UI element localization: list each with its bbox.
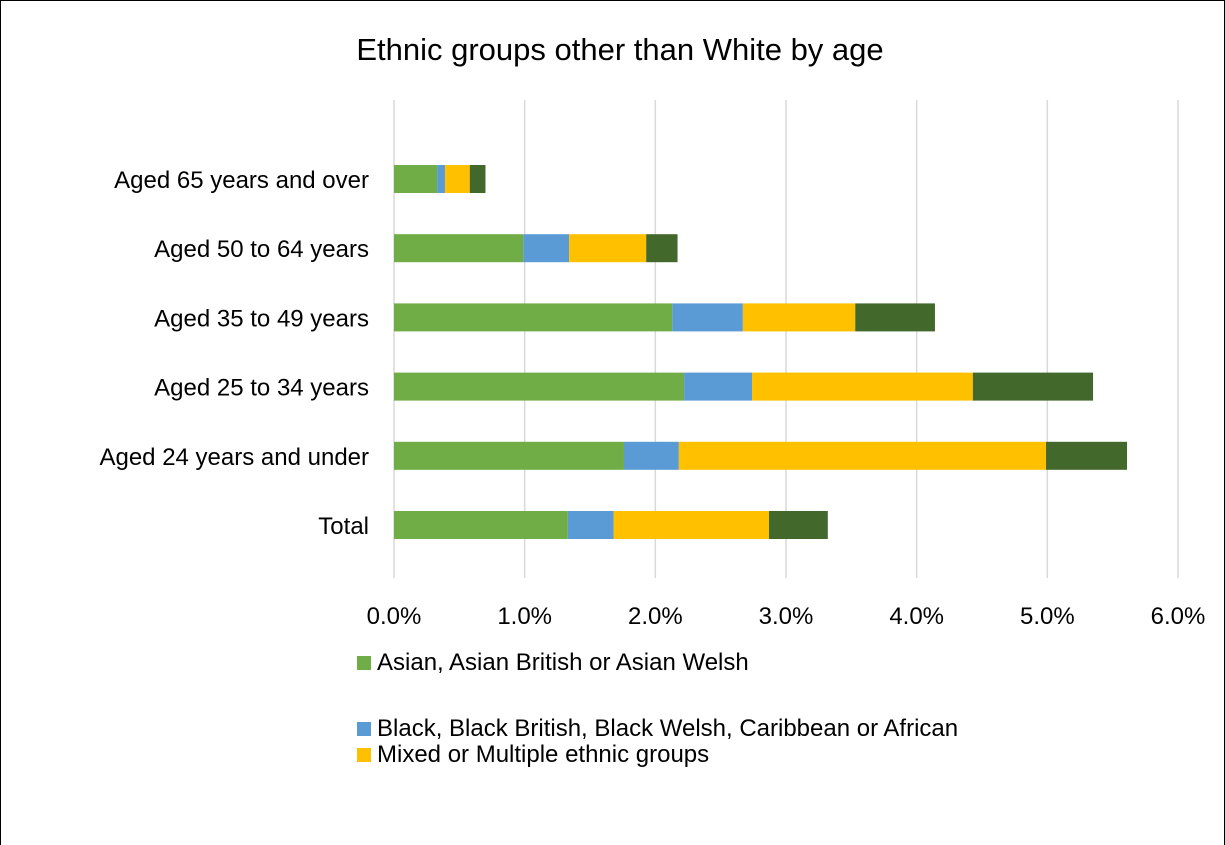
bar-segment [623,441,679,470]
legend-swatch [357,722,371,736]
x-tick-label: 0.0% [367,603,422,630]
bar-segment [567,511,614,539]
x-tick-label: 4.0% [889,603,944,630]
bar-segment [613,511,770,539]
bar-segment [444,165,470,193]
bar-segment [394,234,524,263]
bar-segment [672,303,743,332]
bar-segment [569,234,647,263]
category-axis-labels: Aged 65 years and over Aged 50 to 64 year… [99,167,369,540]
bar-segment [394,165,438,193]
bar-segment [394,303,673,332]
bar-segment [769,511,828,539]
legend-label: Asian, Asian British or Asian Welsh [377,649,749,676]
legend-item: Black, Black British, Black Welsh, Carib… [357,716,997,742]
legend-swatch [357,656,371,670]
bar-segment [394,372,685,401]
x-tick-label: 5.0% [1020,603,1075,630]
x-tick-label: 2.0% [628,603,683,630]
bar-segment [855,303,935,332]
category-label: Aged 24 years and under [99,444,369,471]
legend: Asian, Asian British or Asian Welsh Black… [357,650,997,768]
category-label: Aged 25 to 34 years [154,375,369,402]
category-label: Aged 35 to 49 years [154,305,369,332]
bar-segment [678,441,1047,470]
bar-segment [684,372,753,401]
legend-swatch [357,748,371,762]
value-axis-tick-labels: 0.0% 1.0% 2.0% 3.0% 4.0% 5.0% 6.0% [367,603,1206,630]
bar-segment [972,372,1094,401]
bar-segment [469,165,486,193]
bar-segment [523,234,570,263]
chart-title: Ethnic groups other than White by age [356,32,883,67]
legend-item: Mixed or Multiple ethnic groups [357,742,997,768]
bar-segment [437,165,445,193]
legend-label: Mixed or Multiple ethnic groups [377,741,710,768]
bar-segment [394,441,624,470]
x-tick-label: 1.0% [497,603,552,630]
category-label: Aged 50 to 64 years [154,236,369,263]
bar-series-group [394,165,1128,539]
bar-segment [1046,441,1128,470]
x-tick-label: 6.0% [1151,603,1206,630]
gridlines [393,100,1179,578]
bar-segment [752,372,973,401]
category-label: Total [318,513,369,540]
x-tick-label: 3.0% [759,603,814,630]
legend-label: Black, Black British, Black Welsh, Carib… [377,715,959,742]
bar-segment [742,303,856,332]
legend-item: Asian, Asian British or Asian Welsh [357,650,997,676]
category-label: Aged 65 years and over [114,167,369,194]
bar-segment [394,511,568,539]
bar-segment [646,234,678,263]
